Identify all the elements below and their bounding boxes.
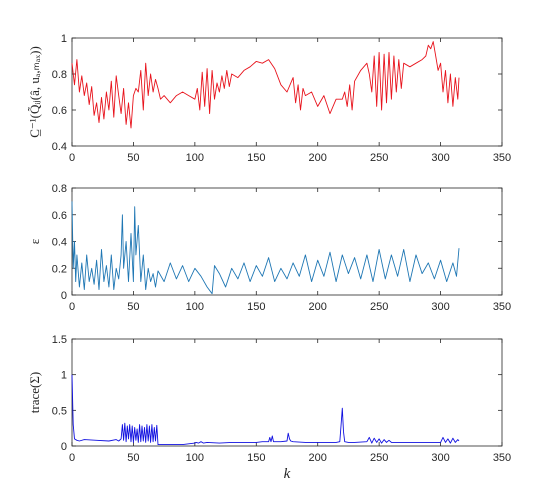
y-axis-label: C̲⁻¹(Q̃ᵢⱼ(â, uₐ,ₘₐₓ))	[27, 46, 42, 138]
y-tick-label: 0.8	[52, 69, 67, 81]
series-line-1	[71, 41, 460, 129]
subplot-1: 0 50 100 150 200 250 300 350 0.4 0.6 0.8 1 C̲⁻¹(Q̃ᵢⱼ…	[27, 33, 511, 164]
x-tick-label: 0	[69, 452, 75, 464]
axes-box	[71, 37, 503, 147]
y-tick-label: 1	[61, 33, 67, 45]
x-tick-label: 100	[186, 452, 204, 464]
x-tick-label: 150	[247, 152, 265, 164]
x-tick-label: 50	[127, 301, 139, 313]
x-tick-label: 150	[247, 301, 265, 313]
y-tick-label: 0.4	[52, 237, 67, 249]
series-line-3	[71, 374, 460, 446]
x-tick-label: 250	[370, 152, 388, 164]
y-tick-label: 0.4	[52, 141, 67, 153]
x-tick-label: 0	[69, 152, 75, 164]
y-axis-label: ε	[27, 238, 42, 244]
x-tick-label: 100	[186, 152, 204, 164]
series-line-2	[71, 201, 460, 295]
x-tick-label: 0	[69, 301, 75, 313]
x-tick-label: 100	[186, 301, 204, 313]
x-tick-label: 250	[370, 301, 388, 313]
x-tick-label: 150	[247, 452, 265, 464]
y-tick-label: 0.5	[52, 405, 67, 417]
y-tick-label: 0.8	[52, 183, 67, 195]
y-tick-label: 1.5	[52, 334, 67, 346]
x-axis-label: k	[284, 466, 291, 482]
y-axis-label: trace(Σ)	[27, 372, 42, 413]
y-tick-label: 0	[61, 441, 67, 453]
x-tick-label: 350	[493, 152, 511, 164]
x-tick-label: 300	[431, 452, 449, 464]
x-tick-label: 350	[493, 452, 511, 464]
y-tick-label: 0.2	[52, 263, 67, 275]
x-tick-label: 200	[309, 301, 327, 313]
subplot-3: 0 50 100 150 200 250 300 350 0 0.5 1 1.5 trace(Σ) k	[27, 334, 511, 482]
x-tick-label: 50	[127, 452, 139, 464]
x-tick-label: 250	[370, 452, 388, 464]
y-tick-label: 0.6	[52, 210, 67, 222]
axes-box	[71, 338, 503, 447]
x-tick-label: 200	[309, 152, 327, 164]
x-tick-label: 300	[431, 152, 449, 164]
y-tick-label: 0	[61, 290, 67, 302]
x-tick-label: 300	[431, 301, 449, 313]
x-tick-label: 200	[309, 452, 327, 464]
x-tick-label: 50	[127, 152, 139, 164]
y-tick-label: 1	[61, 370, 67, 382]
y-tick-label: 0.6	[52, 105, 67, 117]
subplot-2: 0 50 100 150 200 250 300 350 0 0.2 0.4 0.6 0.8 ε	[27, 183, 511, 313]
x-tick-label: 350	[493, 301, 511, 313]
